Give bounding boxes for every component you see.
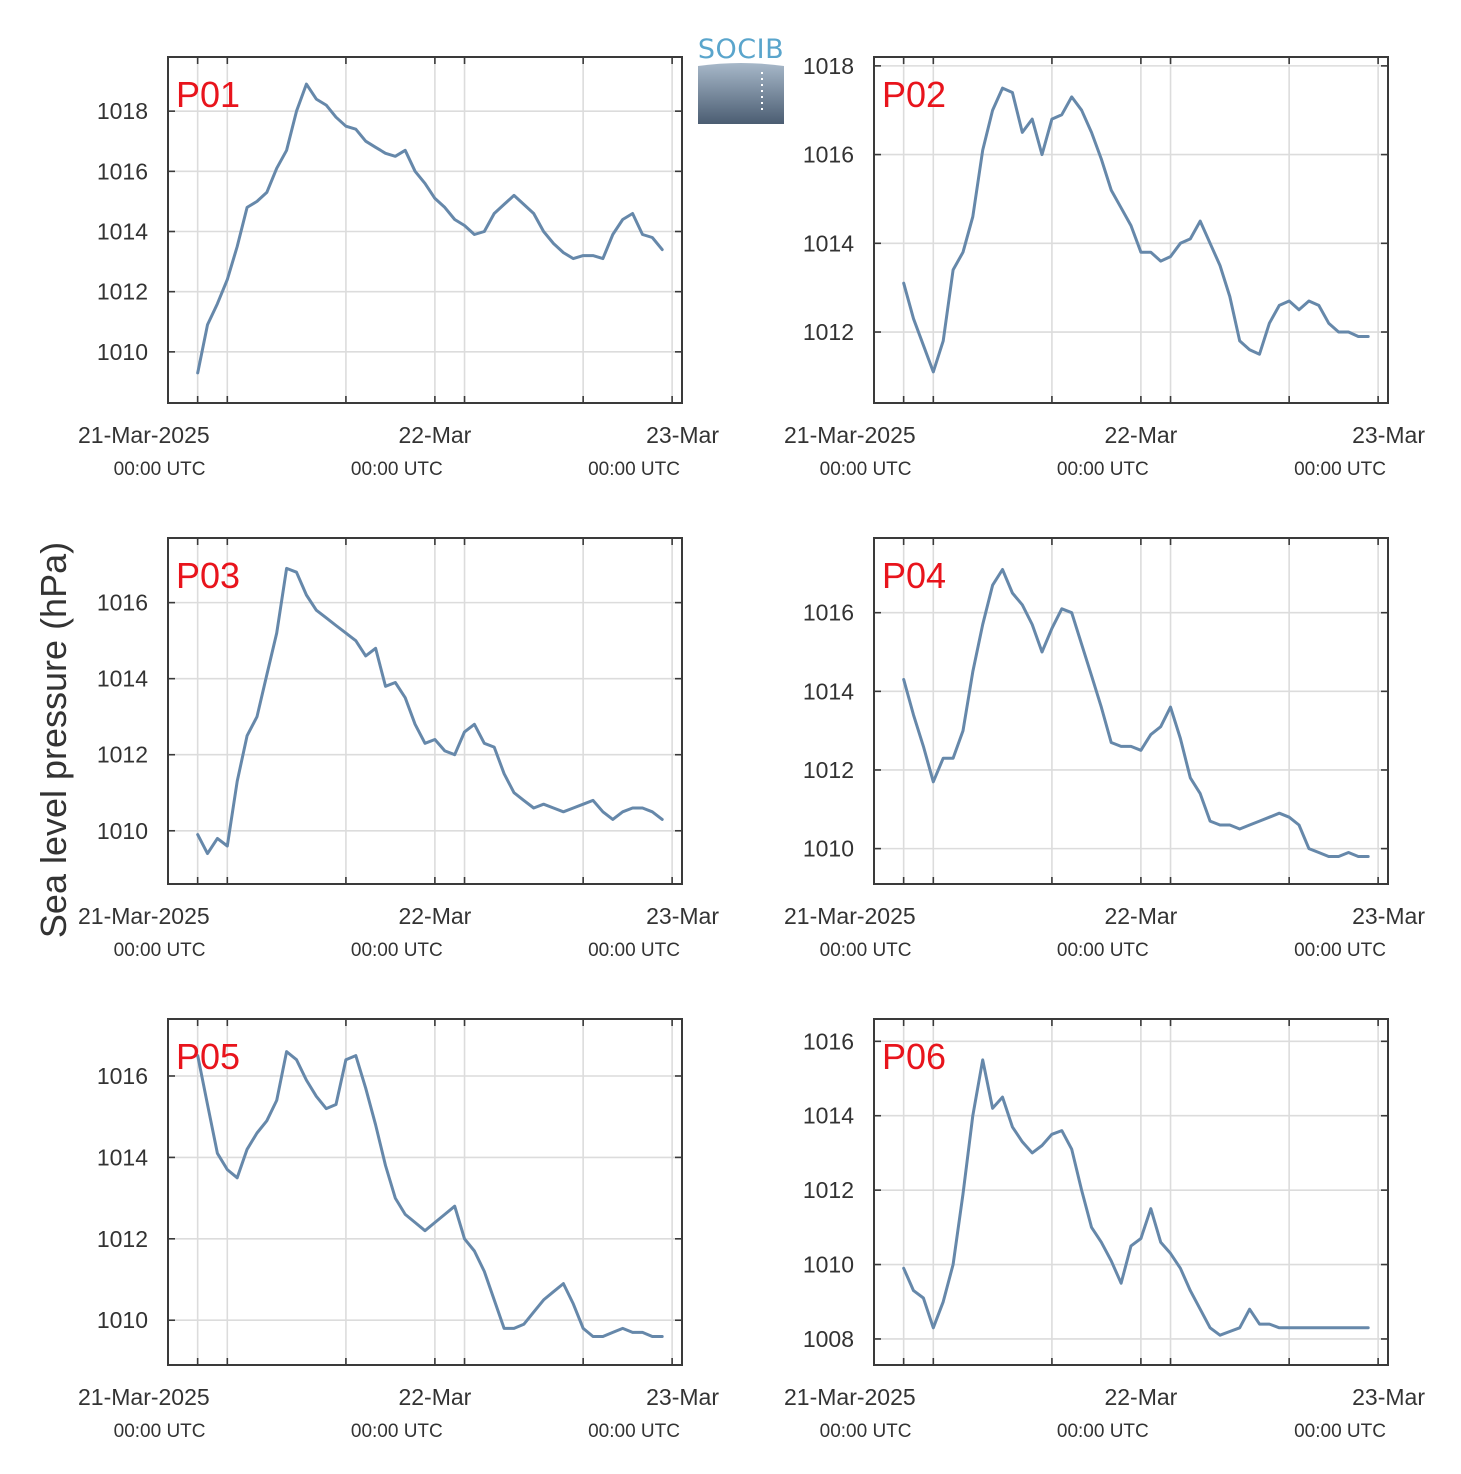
x-tick-label: 21-Mar-2025 bbox=[784, 903, 916, 929]
x-tick-sublabel: 00:00 UTC bbox=[1294, 459, 1386, 480]
x-tick-label: 22-Mar bbox=[1104, 422, 1177, 448]
y-tick-label: 1016 bbox=[97, 590, 148, 616]
x-tick-sublabel: 00:00 UTC bbox=[1057, 940, 1149, 961]
x-tick-label: 22-Mar bbox=[1104, 1384, 1177, 1410]
panels: 1010 1012 1014 1016 1018 21-Mar-2025 00:00 UTC… bbox=[78, 53, 1425, 1442]
y-tick-label: 1012 bbox=[803, 757, 854, 783]
y-tick-label: 1012 bbox=[803, 319, 854, 345]
plot-frame bbox=[873, 1018, 1389, 1366]
x-tick-label: 22-Mar bbox=[1104, 903, 1177, 929]
plot-frame bbox=[873, 537, 1389, 885]
x-tick-sublabel: 00:00 UTC bbox=[114, 940, 206, 961]
x-tick-sublabel: 00:00 UTC bbox=[114, 1421, 206, 1442]
panel-label: P06 bbox=[882, 1036, 946, 1077]
x-tick-label: 22-Mar bbox=[398, 1384, 471, 1410]
y-tick-label: 1010 bbox=[97, 1307, 148, 1333]
panel-p04: 1010 1012 1014 1016 21-Mar-2025 00:00 UTC 22-M… bbox=[784, 537, 1425, 961]
y-tick-label: 1014 bbox=[803, 230, 854, 256]
y-tick-label: 1010 bbox=[803, 836, 854, 862]
panel-p06: 1008 1010 1012 1014 1016 21-Mar-2025 00:00 UTC… bbox=[784, 1018, 1425, 1442]
y-tick-label: 1012 bbox=[97, 1226, 148, 1252]
x-tick-label: 21-Mar-2025 bbox=[78, 1384, 210, 1410]
x-tick-sublabel: 00:00 UTC bbox=[1057, 459, 1149, 480]
panel-label: P04 bbox=[882, 555, 946, 596]
x-tick-label: 22-Mar bbox=[398, 903, 471, 929]
panel-p05: 1010 1012 1014 1016 21-Mar-2025 00:00 UTC 22-M… bbox=[78, 1018, 719, 1442]
x-tick-label: 23-Mar bbox=[1352, 903, 1425, 929]
panel-label: P02 bbox=[882, 74, 946, 115]
x-tick-label: 23-Mar bbox=[646, 1384, 719, 1410]
x-tick-label: 23-Mar bbox=[646, 422, 719, 448]
y-tick-label: 1018 bbox=[803, 53, 854, 79]
y-tick-label: 1016 bbox=[803, 142, 854, 168]
y-tick-label: 1010 bbox=[97, 339, 148, 365]
y-tick-label: 1016 bbox=[803, 600, 854, 626]
x-tick-sublabel: 00:00 UTC bbox=[588, 1421, 680, 1442]
x-tick-sublabel: 00:00 UTC bbox=[1057, 1421, 1149, 1442]
panel-label: P05 bbox=[176, 1036, 240, 1077]
y-tick-label: 1018 bbox=[97, 98, 148, 124]
plot-frame bbox=[873, 56, 1389, 404]
y-tick-label: 1012 bbox=[803, 1177, 854, 1203]
x-tick-sublabel: 00:00 UTC bbox=[1294, 940, 1386, 961]
panel-p03: 1010 1012 1014 1016 21-Mar-2025 00:00 UTC 22-M… bbox=[78, 537, 719, 961]
series-line bbox=[902, 1058, 1370, 1337]
y-tick-label: 1014 bbox=[97, 219, 148, 245]
panel-p02: 1012 1014 1016 1018 21-Mar-2025 00:00 UTC 22-M… bbox=[784, 53, 1425, 480]
y-tick-label: 1014 bbox=[97, 1144, 148, 1170]
y-tick-label: 1012 bbox=[97, 742, 148, 768]
x-tick-sublabel: 00:00 UTC bbox=[351, 1421, 443, 1442]
x-tick-sublabel: 00:00 UTC bbox=[820, 1421, 912, 1442]
x-tick-label: 21-Mar-2025 bbox=[784, 1384, 916, 1410]
y-tick-label: 1016 bbox=[803, 1028, 854, 1054]
x-tick-sublabel: 00:00 UTC bbox=[588, 940, 680, 961]
x-tick-label: 23-Mar bbox=[1352, 1384, 1425, 1410]
panel-label: P01 bbox=[176, 74, 240, 115]
x-tick-label: 21-Mar-2025 bbox=[78, 422, 210, 448]
x-tick-label: 23-Mar bbox=[646, 903, 719, 929]
plot-frame bbox=[167, 537, 683, 885]
y-tick-label: 1010 bbox=[97, 818, 148, 844]
x-tick-sublabel: 00:00 UTC bbox=[820, 459, 912, 480]
x-tick-sublabel: 00:00 UTC bbox=[820, 940, 912, 961]
x-tick-label: 22-Mar bbox=[398, 422, 471, 448]
y-axis-label: Sea level pressure (hPa) bbox=[33, 542, 74, 938]
x-tick-label: 23-Mar bbox=[1352, 422, 1425, 448]
x-tick-sublabel: 00:00 UTC bbox=[351, 940, 443, 961]
series-line bbox=[196, 1050, 664, 1338]
series-line bbox=[902, 86, 1370, 374]
y-tick-label: 1016 bbox=[97, 158, 148, 184]
x-tick-label: 21-Mar-2025 bbox=[78, 903, 210, 929]
y-tick-label: 1012 bbox=[97, 279, 148, 305]
panel-p01: 1010 1012 1014 1016 1018 21-Mar-2025 00:00 UTC… bbox=[78, 56, 719, 480]
series-line bbox=[902, 568, 1370, 858]
plot-frame bbox=[167, 1018, 683, 1366]
x-tick-sublabel: 00:00 UTC bbox=[114, 459, 206, 480]
x-tick-sublabel: 00:00 UTC bbox=[1294, 1421, 1386, 1442]
logo-text: SOCIB bbox=[698, 34, 784, 65]
socib-logo: SOCIB bbox=[698, 34, 784, 124]
series-line bbox=[196, 566, 664, 856]
y-tick-label: 1014 bbox=[97, 666, 148, 692]
y-tick-label: 1014 bbox=[803, 1103, 854, 1129]
x-tick-sublabel: 00:00 UTC bbox=[351, 459, 443, 480]
y-tick-label: 1008 bbox=[803, 1326, 854, 1352]
y-tick-label: 1010 bbox=[803, 1252, 854, 1278]
x-tick-label: 21-Mar-2025 bbox=[784, 422, 916, 448]
panel-label: P03 bbox=[176, 555, 240, 596]
y-tick-label: 1014 bbox=[803, 678, 854, 704]
x-tick-sublabel: 00:00 UTC bbox=[588, 459, 680, 480]
y-tick-label: 1016 bbox=[97, 1063, 148, 1089]
plot-frame bbox=[167, 56, 683, 404]
series-line bbox=[196, 82, 664, 375]
